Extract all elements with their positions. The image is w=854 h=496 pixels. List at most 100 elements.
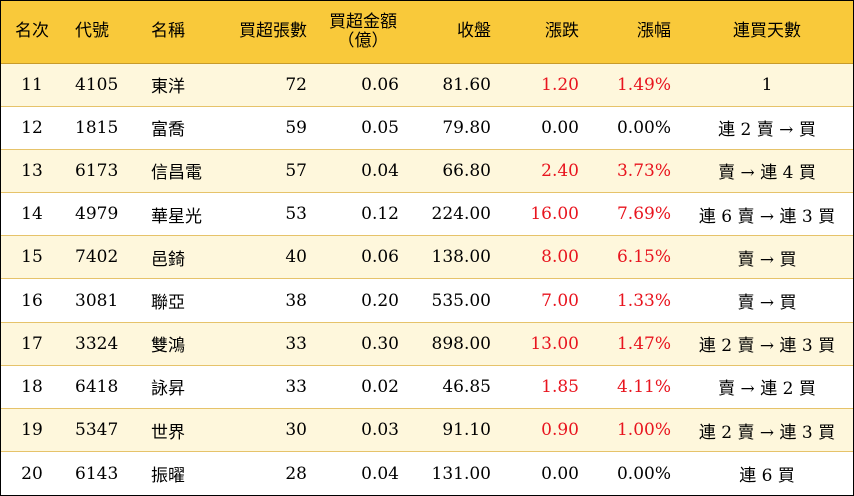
- cell-name: 雙鴻: [139, 321, 225, 366]
- cell-close: 535.00: [409, 278, 501, 323]
- cell-code: 7402: [63, 235, 139, 279]
- header-rank: 名次: [15, 21, 49, 42]
- cell-close: 79.80: [409, 105, 501, 150]
- cell-rank: 13: [1, 148, 63, 193]
- cell-code: 4979: [63, 192, 139, 236]
- cell-change-pct: 6.15%: [589, 235, 681, 279]
- cell-code: 5347: [63, 407, 139, 452]
- cell-name: 信昌電: [139, 148, 225, 193]
- header-close: 收盤: [457, 21, 491, 42]
- cell-net-buy-amount: 0.06: [317, 62, 409, 107]
- cell-name: 東洋: [139, 62, 225, 107]
- cell-net-buy-amount: 0.04: [317, 451, 409, 495]
- cell-change: 0.00: [501, 451, 589, 495]
- cell-change: 0.00: [501, 105, 589, 150]
- cell-change: 13.00: [501, 321, 589, 366]
- cell-name: 詠昇: [139, 364, 225, 409]
- cell-close: 224.00: [409, 192, 501, 236]
- table-row: 15 7402 邑錡 40 0.06 138.00 8.00 6.15% 賣 → 買: [1, 235, 853, 279]
- cell-change-pct: 1.49%: [589, 62, 681, 107]
- cell-name: 邑錡: [139, 235, 225, 279]
- cell-net-buy-lots: 59: [225, 105, 317, 150]
- cell-change-pct: 1.33%: [589, 278, 681, 323]
- cell-change: 1.85: [501, 364, 589, 409]
- header-change: 漲跌: [545, 21, 579, 42]
- cell-rank: 12: [1, 105, 63, 150]
- cell-change-pct: 3.73%: [589, 148, 681, 193]
- cell-close: 46.85: [409, 364, 501, 409]
- cell-net-buy-amount: 0.05: [317, 105, 409, 150]
- cell-rank: 11: [1, 62, 63, 107]
- cell-net-buy-amount: 0.06: [317, 235, 409, 279]
- table-row: 11 4105 東洋 72 0.06 81.60 1.20 1.49% 1: [1, 62, 853, 107]
- cell-net-buy-lots: 53: [225, 192, 317, 236]
- cell-consecutive-days: 連 2 賣 → 買: [681, 105, 853, 150]
- cell-change-pct: 1.00%: [589, 407, 681, 452]
- cell-close: 91.10: [409, 407, 501, 452]
- cell-change: 2.40: [501, 148, 589, 193]
- cell-code: 3324: [63, 321, 139, 366]
- header-name: 名稱: [151, 21, 185, 42]
- cell-rank: 17: [1, 321, 63, 366]
- cell-consecutive-days: 連 6 買: [681, 451, 853, 495]
- cell-consecutive-days: 賣 → 買: [681, 235, 853, 279]
- table-row: 13 6173 信昌電 57 0.04 66.80 2.40 3.73% 賣 → 連 4 買: [1, 148, 853, 193]
- cell-rank: 14: [1, 192, 63, 236]
- header-row: 名次 代號 名稱 買超張數 買超金額 （億） 收盤 漲跌 漲幅 連買天數: [1, 1, 853, 63]
- cell-close: 81.60: [409, 62, 501, 107]
- table-row: 16 3081 聯亞 38 0.20 535.00 7.00 1.33% 賣 → 買: [1, 278, 853, 323]
- cell-code: 4105: [63, 62, 139, 107]
- cell-code: 1815: [63, 105, 139, 150]
- cell-name: 振曜: [139, 451, 225, 495]
- header-net-buy-amount-line1: 買超金額: [329, 11, 397, 32]
- table-body: 11 4105 東洋 72 0.06 81.60 1.20 1.49% 1 12 1815 富喬 59 0…: [1, 62, 853, 495]
- cell-net-buy-lots: 40: [225, 235, 317, 279]
- header-net-buy-amount-line2: （億）: [337, 30, 389, 51]
- cell-consecutive-days: 連 2 賣 → 連 3 買: [681, 321, 853, 366]
- cell-rank: 15: [1, 235, 63, 279]
- cell-change: 7.00: [501, 278, 589, 323]
- cell-consecutive-days: 連 2 賣 → 連 3 買: [681, 407, 853, 452]
- cell-rank: 20: [1, 451, 63, 495]
- cell-change: 8.00: [501, 235, 589, 279]
- cell-rank: 16: [1, 278, 63, 323]
- cell-name: 聯亞: [139, 278, 225, 323]
- cell-close: 131.00: [409, 451, 501, 495]
- table-row: 14 4979 華星光 53 0.12 224.00 16.00 7.69% 連 6 賣 → 連…: [1, 192, 853, 236]
- cell-net-buy-amount: 0.20: [317, 278, 409, 323]
- cell-name: 華星光: [139, 192, 225, 236]
- cell-change-pct: 7.69%: [589, 192, 681, 236]
- cell-net-buy-lots: 72: [225, 62, 317, 107]
- cell-net-buy-amount: 0.02: [317, 364, 409, 409]
- cell-consecutive-days: 1: [681, 62, 853, 107]
- cell-net-buy-amount: 0.30: [317, 321, 409, 366]
- cell-change: 0.90: [501, 407, 589, 452]
- cell-net-buy-lots: 57: [225, 148, 317, 193]
- table-row: 18 6418 詠昇 33 0.02 46.85 1.85 4.11% 賣 → 連 2 買: [1, 364, 853, 409]
- cell-net-buy-lots: 33: [225, 364, 317, 409]
- cell-change-pct: 0.00%: [589, 105, 681, 150]
- cell-change: 16.00: [501, 192, 589, 236]
- header-code: 代號: [75, 21, 109, 42]
- cell-code: 6418: [63, 364, 139, 409]
- cell-consecutive-days: 連 6 賣 → 連 3 買: [681, 192, 853, 236]
- cell-consecutive-days: 賣 → 買: [681, 278, 853, 323]
- cell-consecutive-days: 賣 → 連 4 買: [681, 148, 853, 193]
- cell-close: 138.00: [409, 235, 501, 279]
- header-consecutive-days: 連買天數: [733, 21, 801, 42]
- header-net-buy-lots: 買超張數: [239, 21, 307, 42]
- cell-name: 富喬: [139, 105, 225, 150]
- cell-net-buy-lots: 28: [225, 451, 317, 495]
- table-row: 19 5347 世界 30 0.03 91.10 0.90 1.00% 連 2 賣 → 連 3 …: [1, 407, 853, 452]
- cell-net-buy-amount: 0.04: [317, 148, 409, 193]
- cell-rank: 18: [1, 364, 63, 409]
- cell-net-buy-amount: 0.12: [317, 192, 409, 236]
- cell-code: 6173: [63, 148, 139, 193]
- table-row: 17 3324 雙鴻 33 0.30 898.00 13.00 1.47% 連 2 賣 → 連 …: [1, 321, 853, 366]
- cell-change-pct: 1.47%: [589, 321, 681, 366]
- cell-net-buy-lots: 33: [225, 321, 317, 366]
- cell-code: 3081: [63, 278, 139, 323]
- cell-consecutive-days: 賣 → 連 2 買: [681, 364, 853, 409]
